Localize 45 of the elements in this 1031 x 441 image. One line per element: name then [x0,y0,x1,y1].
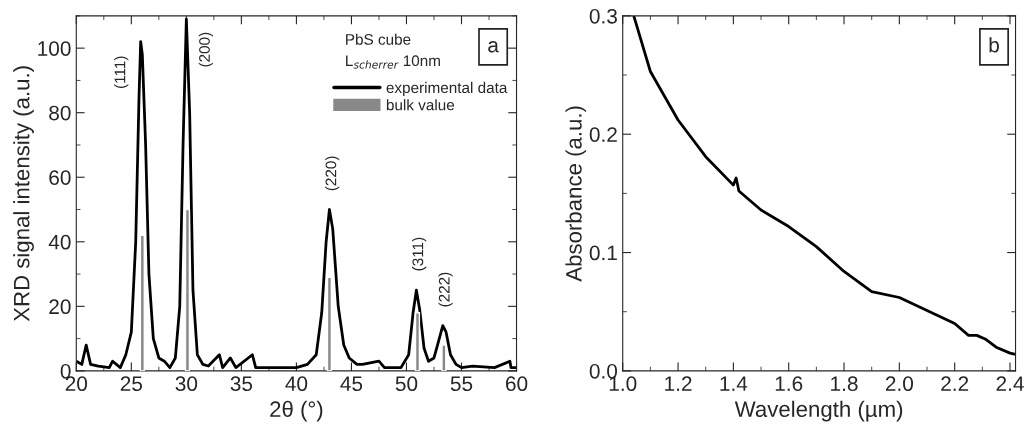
x-tick-label: 60 [506,376,528,392]
x-tick-label: 2.4 [996,376,1024,391]
y-axis-title: XRD signal intensity (a.u.) [13,66,34,322]
x-tick-label: 2.2 [941,376,969,391]
bar [139,234,145,371]
x-tick-label: 1.6 [775,376,803,392]
x-tick-label: 50 [395,376,418,392]
annotation: (111) [114,56,129,89]
annotation: PbS cube [346,33,411,45]
x-tick-label: 55 [450,376,473,392]
y-tick-label: 60 [49,170,71,185]
x-tick-label: 25 [120,376,143,392]
annotation: b [989,37,999,53]
y-axis-title: Absorbance (a.u.) [565,106,587,282]
y-tick-label: 100 [38,41,71,56]
line-series [632,15,1016,356]
y-tick-label: 0.3 [589,8,617,24]
annotation: (222) [438,272,453,307]
x-axis-title: 2θ (°) [270,400,323,422]
annotation: (200) [198,32,213,67]
bar [414,312,421,371]
line-series [76,17,517,370]
x-tick-label: 35 [230,376,253,392]
x-tick-label: 40 [285,376,308,392]
annotation: L$_{scherrer}$ 10nm [346,55,440,69]
y-tick-label: 0.2 [589,127,617,142]
x-axis-title: Wavelength (µm) [734,400,903,422]
x-tick-label: 2.0 [885,376,914,392]
annotation: a [488,41,499,53]
x-tick-label: 1.2 [665,376,692,391]
bar [326,276,333,371]
annotation: (311) [412,237,427,271]
bar [184,208,191,371]
y-tick-label: 0.1 [589,245,617,261]
y-tick-label: 20 [49,299,71,315]
y-tick-label: 80 [49,105,71,121]
x-tick-label: 1.8 [831,376,858,392]
legend-label: experimental data [386,81,508,97]
x-tick-label: 30 [175,376,198,392]
y-tick-label: 40 [48,234,71,250]
annotation: (220) [325,156,340,191]
x-tick-label: 45 [340,376,363,392]
x-tick-label: 1.4 [720,376,748,391]
bar [441,344,447,371]
legend-label: bulk value [386,99,455,111]
